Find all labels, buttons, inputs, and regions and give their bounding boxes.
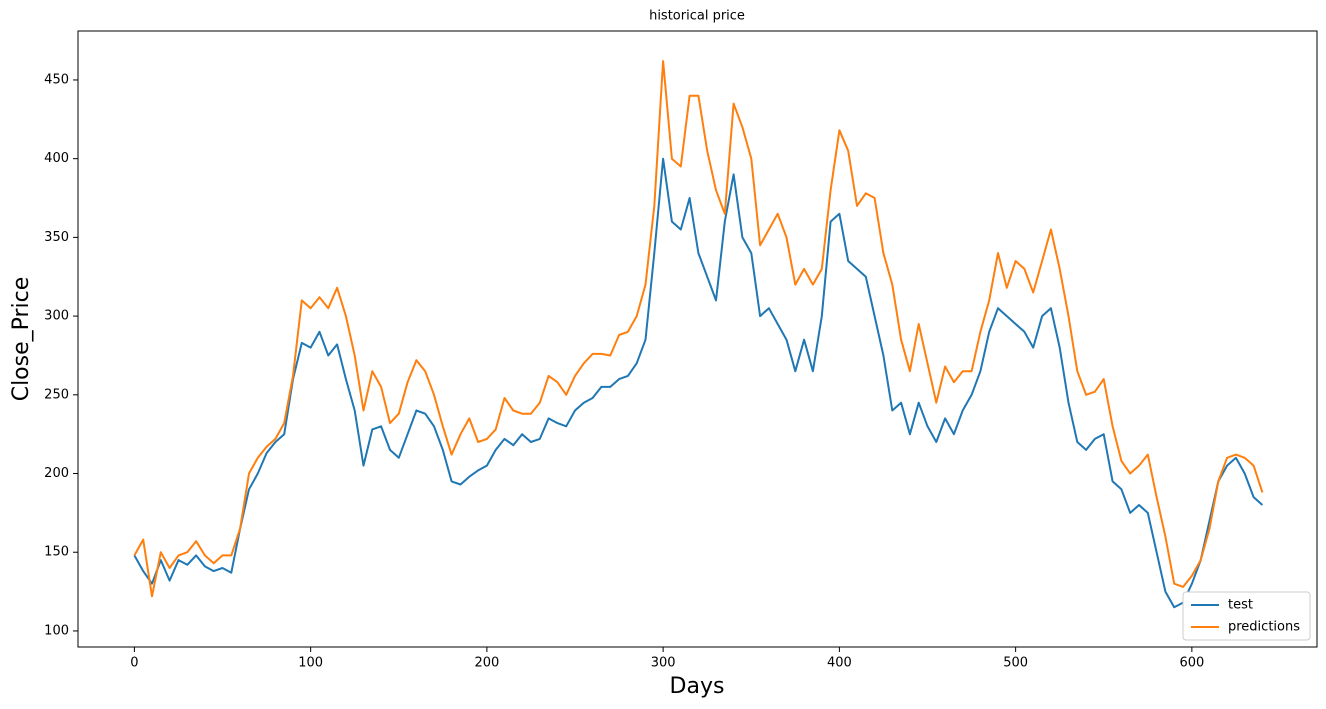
x-tick-label: 200 — [474, 656, 499, 671]
y-tick-label: 350 — [44, 230, 69, 245]
plot-frame — [77, 30, 1318, 648]
y-tick-label: 300 — [44, 309, 69, 324]
legend-label: test — [1228, 598, 1253, 613]
x-tick-label: 400 — [827, 656, 852, 671]
y-tick-label: 200 — [44, 466, 69, 481]
series-line — [133, 60, 1264, 598]
y-tick-label: 400 — [44, 151, 69, 166]
x-tick-label: 100 — [298, 656, 323, 671]
y-tick-label: 150 — [44, 545, 69, 560]
x-tick-label: 300 — [651, 656, 676, 671]
y-tick-label: 250 — [44, 387, 69, 402]
y-axis-label: Close_Price — [9, 277, 34, 402]
chart-title: historical price — [649, 9, 745, 24]
y-tick-label: 450 — [44, 72, 69, 87]
x-tick-label: 500 — [1003, 656, 1028, 671]
legend-label: predictions — [1228, 620, 1300, 635]
x-tick-label: 600 — [1179, 656, 1204, 671]
x-tick-label: 0 — [130, 656, 138, 671]
y-tick-label: 100 — [44, 623, 69, 638]
series-line — [133, 157, 1264, 609]
x-axis-label: Days — [670, 674, 725, 699]
